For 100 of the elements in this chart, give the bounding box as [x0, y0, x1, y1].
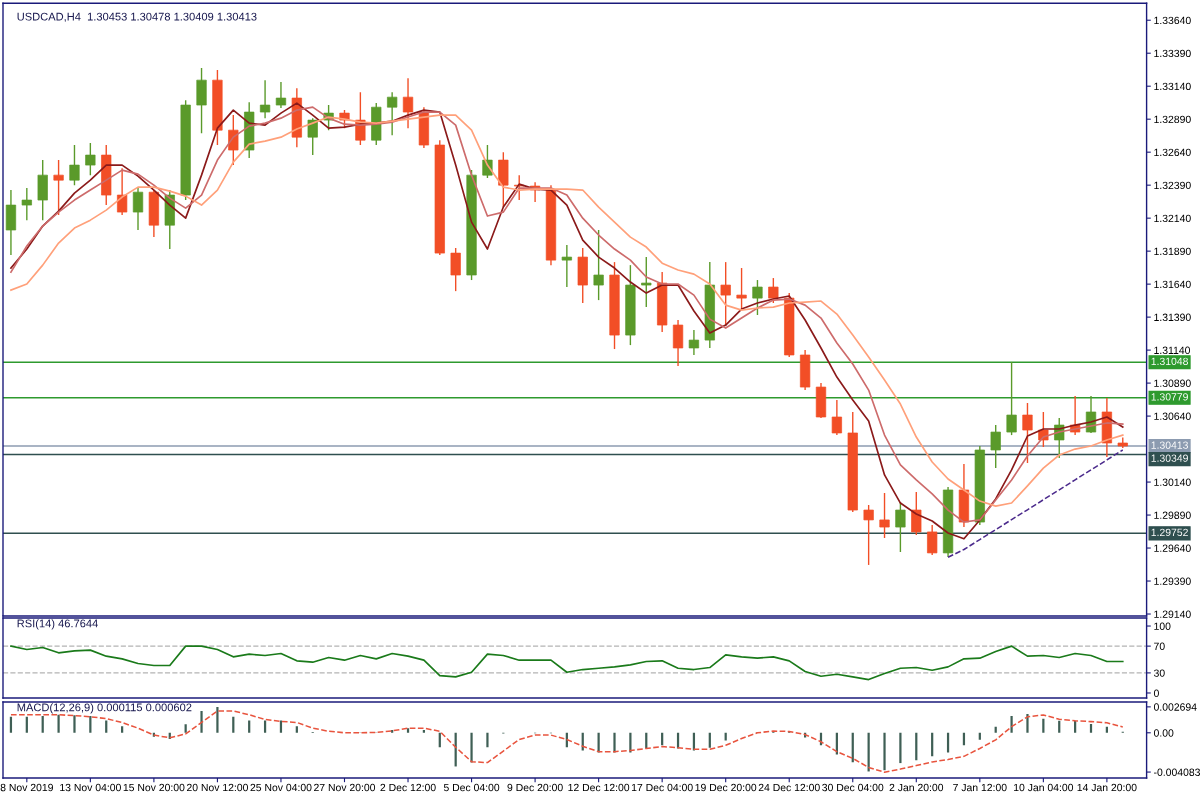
bar [121, 726, 124, 733]
bar [1010, 716, 1013, 733]
candlestick [768, 277, 779, 304]
candlestick [21, 187, 32, 221]
bar [295, 726, 298, 733]
candlestick [990, 424, 1001, 469]
bar [41, 715, 44, 733]
bar [200, 710, 203, 733]
y-tick-label: 1.32890 [1154, 115, 1191, 124]
y-tick-label: 1.31140 [1154, 346, 1191, 354]
y-tick-label: 1.33390 [1154, 49, 1191, 58]
y-tick-label: -0.004083 [1154, 768, 1200, 776]
candlestick [831, 399, 842, 436]
bar [406, 728, 410, 733]
x-tick-label: 17 Dec 04:00 [631, 783, 693, 792]
candlestick [69, 144, 80, 186]
y-tick-label: 1.30140 [1154, 478, 1191, 486]
candlestick [450, 247, 461, 292]
candlestick [275, 81, 287, 109]
bar [391, 730, 394, 733]
bar [994, 726, 997, 733]
candlestick [307, 117, 318, 156]
candlestick [85, 142, 96, 176]
x-tick-label: 25 Nov 04:00 [250, 783, 312, 792]
candlestick [561, 244, 572, 288]
y-tick-label: 1.31890 [1154, 247, 1191, 256]
y-tick-label: 1.29890 [1154, 511, 1191, 519]
bar [1042, 718, 1045, 733]
candlestick [720, 261, 731, 327]
chart-title: RSI(14) 46.7644 [17, 619, 98, 630]
x-tick-label: 9 Dec 20:00 [507, 783, 563, 792]
x-tick-label: 30 Dec 04:00 [822, 783, 884, 792]
bar [73, 715, 76, 733]
bar [629, 732, 632, 753]
x-tick-label: 24 Dec 12:00 [758, 783, 820, 792]
candlestick [641, 256, 652, 308]
x-tick-label: 12 Dec 12:00 [568, 783, 630, 792]
x-tick-label: 10 Jan 04:00 [1014, 783, 1074, 792]
x-tick-label: 5 Dec 04:00 [443, 783, 500, 792]
y-tick-label: 70 [1154, 642, 1165, 650]
candlestick [736, 267, 747, 311]
y-tick-label: 1.32390 [1154, 181, 1191, 190]
bar [470, 732, 473, 763]
y-tick-label: 1.33640 [1154, 16, 1191, 25]
bar [613, 732, 616, 753]
y-tick-label: 1.31640 [1154, 280, 1191, 289]
x-tick-label: 2 Jan 20:00 [889, 783, 944, 792]
bar [216, 707, 219, 733]
candlestick [911, 491, 922, 536]
x-tick-label: 13 Nov 04:00 [60, 783, 121, 792]
candlestick [752, 279, 763, 316]
x-tick-label: 27 Nov 20:00 [314, 783, 376, 792]
y-tick-label: 100 [1154, 622, 1171, 630]
bar [708, 732, 711, 748]
candlestick [1022, 402, 1033, 464]
candlestick [259, 79, 271, 119]
ref-line-label: 1.29752 [1151, 528, 1188, 537]
candlestick [879, 492, 890, 539]
ref-line-label: 1.30779 [1151, 393, 1188, 401]
candlestick [387, 91, 398, 136]
bar [1105, 726, 1108, 733]
candlestick [688, 329, 700, 356]
candlestick [895, 501, 906, 553]
candlestick [132, 187, 144, 231]
y-tick-label: 1.29640 [1154, 544, 1191, 552]
ref-line-label: 1.30413 [1151, 441, 1188, 449]
candlestick [1006, 361, 1017, 436]
bar [1089, 723, 1093, 733]
candlestick [593, 229, 604, 301]
y-tick-label: 1.32640 [1154, 148, 1191, 157]
x-tick-label: 7 Jan 12:00 [953, 783, 1007, 792]
bar [57, 714, 60, 733]
bar [1026, 714, 1029, 733]
y-tick-label: 30 [1153, 669, 1165, 677]
x-tick-label: 2 Dec 12:00 [380, 783, 436, 792]
candlestick [228, 114, 239, 166]
candlestick [53, 159, 64, 216]
x-tick-label: 8 Nov 2019 [0, 783, 53, 792]
x-tick-label: 15 Nov 20:00 [123, 783, 185, 792]
candlestick [672, 319, 684, 367]
y-tick-label: 0 [1153, 689, 1159, 697]
y-tick-label: 1.29390 [1154, 577, 1191, 585]
y-tick-label: 1.32140 [1154, 214, 1191, 223]
ref-line-label: 1.31048 [1151, 357, 1188, 366]
bar [89, 715, 92, 733]
candlestick [402, 77, 414, 129]
y-tick-label: 1.29140 [1154, 610, 1191, 618]
candlestick [863, 504, 874, 566]
y-tick-label: 1.30640 [1154, 412, 1191, 420]
y-tick-label: 1.30890 [1154, 379, 1191, 387]
candlestick [117, 167, 128, 216]
bar [486, 732, 489, 748]
x-tick-label: 19 Dec 20:00 [695, 783, 757, 792]
line-series [10, 645, 1124, 681]
text: USDCAD,H4 1.30453 1.30478 1.30409 1.30413 [17, 12, 257, 22]
chart-title: MACD(12,26,9) 0.000115 0.000602 [17, 703, 192, 714]
y-tick-label: 1.33140 [1154, 82, 1191, 91]
ref-line-label: 1.30349 [1151, 454, 1188, 462]
bar [422, 730, 426, 733]
bar [899, 732, 902, 764]
